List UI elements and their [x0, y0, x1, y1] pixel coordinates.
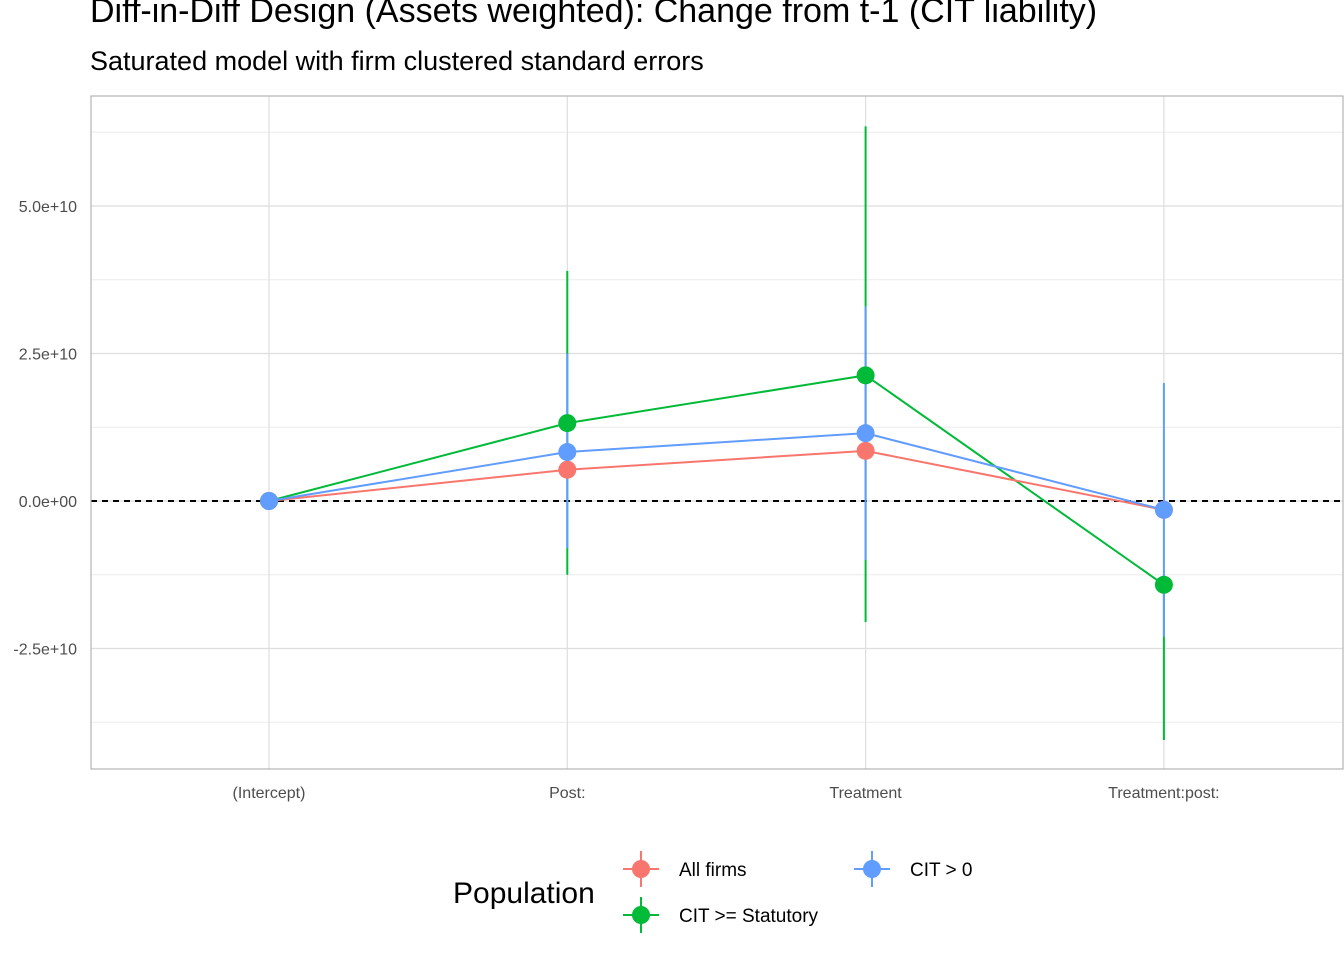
x-axis: (Intercept) Post: Treatment Treatment:post:: [233, 785, 1220, 802]
chart-subtitle: Saturated model with firm clustered stan…: [90, 46, 704, 76]
series-layer: [260, 126, 1173, 740]
series-line: [268, 432, 1165, 511]
legend: Population All firms CIT >= Statutory CIT …: [453, 851, 972, 933]
x-tick-label: Post:: [549, 785, 585, 802]
grid-major: [91, 96, 1343, 769]
data-point: [856, 424, 875, 443]
legend-key-point: [632, 860, 650, 878]
legend-item: CIT > 0: [854, 851, 972, 887]
data-point: [558, 460, 577, 479]
grid-minor: [91, 131, 1343, 723]
series-line: [268, 449, 1165, 511]
series-line: [268, 374, 1165, 586]
data-point: [558, 443, 577, 462]
legend-key-point: [863, 860, 881, 878]
data-point: [1154, 575, 1173, 594]
x-tick-label: Treatment: [829, 785, 902, 802]
legend-item: CIT >= Statutory: [623, 897, 819, 933]
y-tick-label: 0.0e+00: [19, 494, 77, 511]
data-point: [1154, 500, 1173, 519]
panel-border: [90, 95, 1344, 770]
data-point: [558, 414, 577, 433]
y-tick-label: 5.0e+10: [19, 199, 77, 216]
legend-item: All firms: [623, 851, 747, 887]
legend-label: All firms: [679, 860, 747, 881]
chart-title: Diff-in-Diff Design (Assets weighted): C…: [90, 0, 1098, 30]
data-point: [856, 366, 875, 385]
data-point: [856, 441, 875, 460]
y-tick-label: 2.5e+10: [19, 347, 77, 364]
legend-label: CIT >= Statutory: [679, 906, 819, 927]
data-point: [260, 492, 278, 510]
legend-key-point: [632, 906, 650, 924]
x-tick-label: Treatment:post:: [1108, 785, 1219, 802]
y-tick-label: -2.5e+10: [13, 642, 77, 659]
legend-title: Population: [453, 877, 595, 910]
x-tick-label: (Intercept): [233, 785, 306, 802]
y-axis: -2.5e+10 0.0e+00 2.5e+10 5.0e+10: [13, 199, 77, 659]
legend-label: CIT > 0: [910, 860, 972, 881]
